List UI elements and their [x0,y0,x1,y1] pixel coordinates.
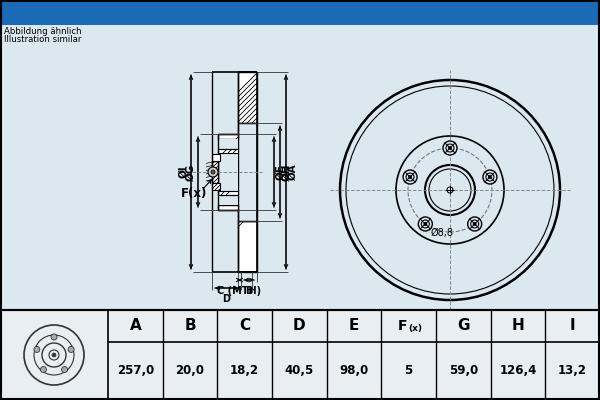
Text: B: B [245,286,253,296]
Text: 5: 5 [404,364,413,378]
Circle shape [51,334,57,340]
Text: H: H [512,318,524,334]
Circle shape [473,223,476,225]
Text: Ø8,8: Ø8,8 [430,228,454,238]
Circle shape [483,170,497,184]
Circle shape [68,346,74,352]
Text: (x): (x) [409,324,422,332]
Text: G: G [457,318,470,334]
Bar [238,123,257,221]
Text: ØA: ØA [288,164,298,180]
Text: Illustration similar: Illustration similar [4,36,82,44]
Text: A: A [130,318,141,334]
Text: E: E [349,318,359,334]
Bar [218,205,238,210]
Circle shape [443,141,457,155]
Circle shape [34,346,40,352]
Bar [212,154,220,161]
Bar [0,0,600,25]
Circle shape [467,217,482,231]
Text: 13,2: 13,2 [558,364,587,378]
Text: D: D [293,318,305,334]
Text: Abbildung ähnlich: Abbildung ähnlich [4,28,82,36]
Circle shape [409,176,411,178]
Text: 18,2: 18,2 [230,364,259,378]
Bar [212,161,218,183]
Circle shape [424,223,427,225]
Circle shape [62,366,68,372]
Text: ØE: ØE [276,164,286,180]
Text: D: D [223,294,230,304]
Bar [238,72,257,123]
Text: F(x): F(x) [181,188,207,200]
Text: 20,0: 20,0 [176,364,205,378]
Circle shape [208,167,218,177]
Text: 257,0: 257,0 [117,364,154,378]
Text: ØG: ØG [186,163,196,181]
Circle shape [52,353,56,357]
Text: C (MTH): C (MTH) [217,286,262,296]
Circle shape [447,187,453,193]
Text: 98,0: 98,0 [340,364,368,378]
Circle shape [211,170,215,174]
Bar [218,139,238,205]
Bar [212,183,220,190]
Text: 126,4: 126,4 [499,364,536,378]
Text: 24.0120-0159.1: 24.0120-0159.1 [116,4,274,22]
Circle shape [403,170,417,184]
Text: I: I [570,318,575,334]
Circle shape [418,217,433,231]
Bar [0,25,600,310]
Text: F: F [398,319,407,333]
Bar [0,310,600,400]
Bar [218,191,238,195]
Text: ØH: ØH [282,163,292,181]
Text: 59,0: 59,0 [449,364,478,378]
Text: C: C [239,318,250,334]
Circle shape [489,176,491,178]
Text: ØI: ØI [179,166,189,178]
Text: B: B [184,318,196,334]
Bar [218,149,238,153]
Text: 420159: 420159 [353,4,427,22]
Circle shape [40,366,46,372]
Circle shape [449,147,451,149]
Bar [238,221,257,272]
Text: 40,5: 40,5 [285,364,314,378]
Bar [218,134,238,139]
